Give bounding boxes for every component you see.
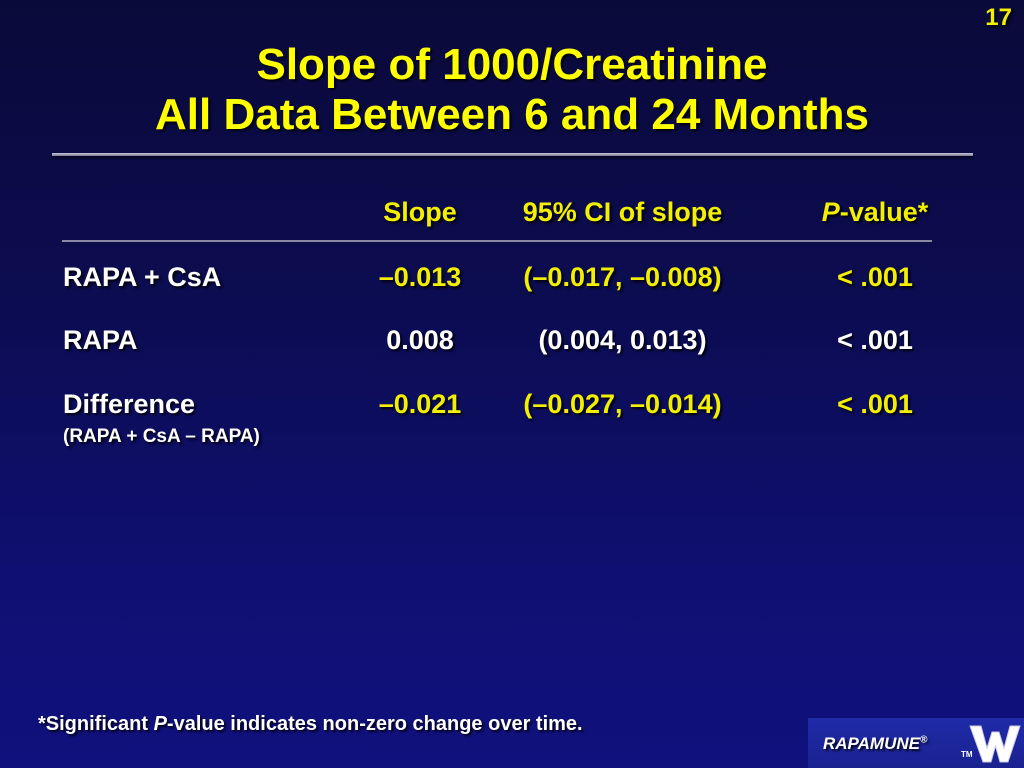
column-header-ci: 95% CI of slope [522,197,723,227]
brand-name: RAPAMUNE® [823,734,927,754]
row-pvalue: < .001 [837,262,913,292]
slide-title: Slope of 1000/Creatinine All Data Betwee… [0,40,1024,140]
row-sublabel: (RAPA + CsA – RAPA) [63,426,260,447]
table-row: RAPA 0.008 (0.004, 0.013) < .001 [0,325,1024,365]
column-header-slope: Slope [383,197,457,227]
title-line-1: Slope of 1000/Creatinine [256,40,768,89]
row-label: RAPA + CsA [63,262,222,292]
row-slope: –0.021 [378,389,462,419]
brand-box: RAPAMUNE® TM [808,718,1024,768]
footnote-prefix: *Significant [38,713,154,735]
row-ci: (–0.017, –0.008) [523,262,722,292]
row-ci: (–0.027, –0.014) [523,389,722,419]
column-header-p-italic: P [821,197,840,227]
row-slope: –0.013 [378,262,462,292]
footnote-suffix: -value indicates non-zero change over ti… [166,713,583,735]
row-pvalue: < .001 [837,325,913,355]
column-header-pvalue: P-value* [790,197,960,228]
table-row: Difference –0.021 (–0.027, –0.014) < .00… [0,389,1024,429]
footnote: *Significant P-value indicates non-zero … [38,713,583,736]
slide-number: 17 [985,4,1012,31]
title-line-2: All Data Between 6 and 24 Months [155,90,869,139]
registered-mark: ® [919,734,928,746]
table-row: RAPA + CsA –0.013 (–0.017, –0.008) < .00… [0,262,1024,302]
footnote-italic: P [153,713,167,735]
title-divider [52,153,973,156]
w-logo-icon [969,725,1021,763]
row-label: RAPA [63,325,138,355]
row-pvalue: < .001 [837,389,913,419]
header-divider [62,240,932,242]
brand-name-text: RAPAMUNE [823,734,920,753]
row-ci: (0.004, 0.013) [538,325,707,355]
trademark-mark: TM [961,750,973,759]
row-label: Difference [63,389,196,419]
column-header-p-rest: -value* [839,197,929,227]
row-slope: 0.008 [386,325,454,355]
